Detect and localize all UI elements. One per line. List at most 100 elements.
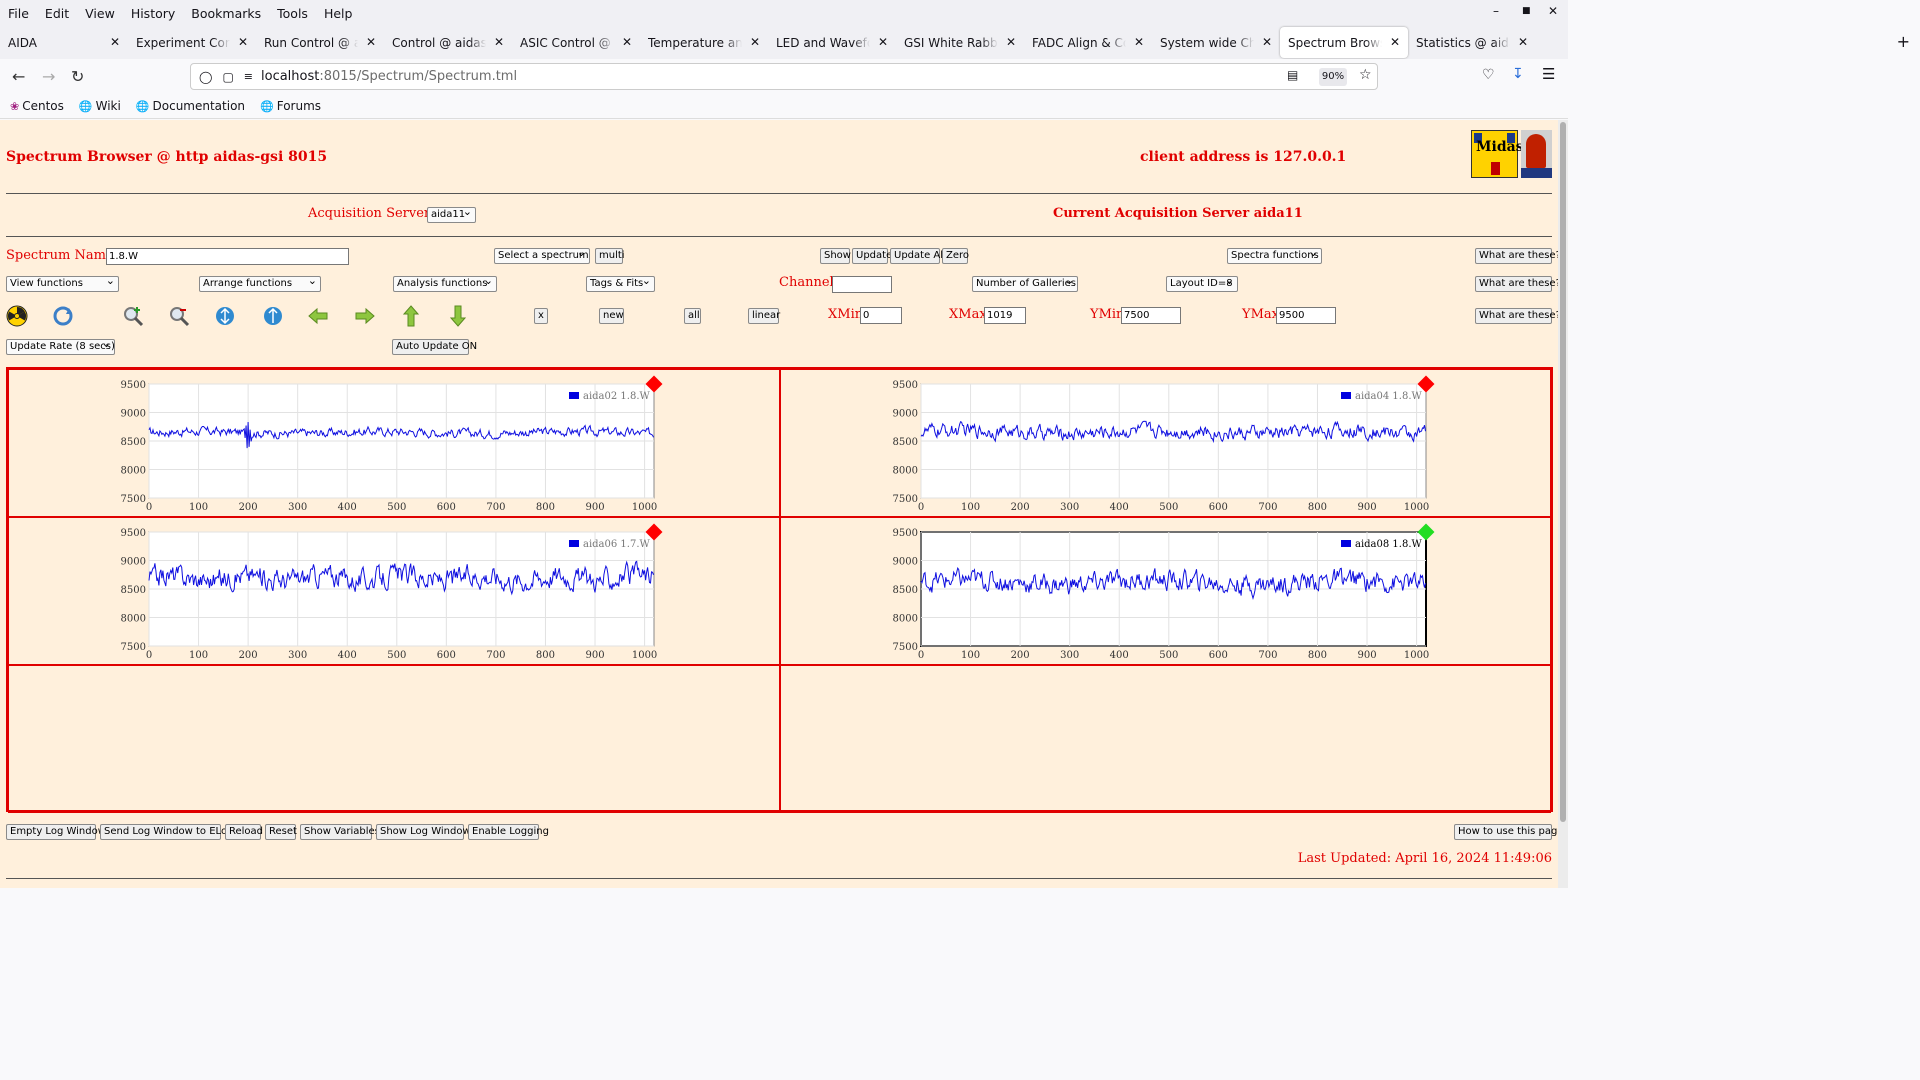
- shield-icon[interactable]: ◯: [199, 69, 213, 84]
- menu-help[interactable]: Help: [323, 5, 353, 21]
- linear-button[interactable]: linear: [748, 308, 780, 324]
- tab-close-icon[interactable]: ✕: [1005, 35, 1016, 49]
- tab-10[interactable]: Spectrum Browser ✕: [1280, 27, 1408, 58]
- auto-update-button[interactable]: Auto Update ON: [392, 339, 477, 355]
- acquisition-server-select[interactable]: aida11: [427, 207, 476, 223]
- pocket-icon[interactable]: ♡: [1482, 67, 1495, 83]
- tab-6[interactable]: LED and Waveform ✕: [768, 27, 896, 58]
- update-all-button[interactable]: Update All: [890, 248, 946, 264]
- spectrum-chart[interactable]: 0 100 200 300 400 500 600 700 800 900 1000 9500 9000…: [781, 370, 1551, 516]
- app-menu-icon[interactable]: ☰: [1542, 65, 1556, 83]
- expand-y-icon[interactable]: [262, 305, 284, 327]
- bookmark-star-icon[interactable]: ☆: [1359, 67, 1372, 83]
- back-icon[interactable]: ←: [12, 67, 26, 86]
- what-are-these-button[interactable]: What are these?: [1475, 308, 1561, 324]
- new-tab-icon[interactable]: +: [1896, 32, 1910, 51]
- tags-fits-dropdown[interactable]: Tags & Fits: [586, 276, 655, 292]
- arrow-left-icon[interactable]: [307, 305, 329, 327]
- tab-close-icon[interactable]: ✕: [365, 35, 376, 49]
- menu-file[interactable]: File: [8, 5, 29, 21]
- tab-close-icon[interactable]: ✕: [109, 35, 120, 49]
- select-spectrum-dropdown[interactable]: Select a spectrum: [494, 248, 590, 264]
- arrow-right-icon[interactable]: [354, 305, 376, 327]
- empty-log-window-button[interactable]: Empty Log Window: [6, 824, 106, 840]
- zoom-level[interactable]: 90%: [1319, 68, 1347, 86]
- tab-close-icon[interactable]: ✕: [1517, 35, 1528, 49]
- refresh-icon[interactable]: [52, 305, 74, 327]
- spectrum-chart[interactable]: 0 100 200 300 400 500 600 700 800 900 1000 9500 9000…: [9, 518, 779, 664]
- bookmark-wiki[interactable]: 🌐 Wiki: [69, 99, 126, 113]
- tab-close-icon[interactable]: ✕: [1133, 35, 1144, 49]
- menu-edit[interactable]: Edit: [44, 5, 70, 21]
- tab-close-icon[interactable]: ✕: [237, 35, 248, 49]
- zero-button[interactable]: Zero: [942, 248, 969, 264]
- maximize-icon[interactable]: ■: [1522, 6, 1531, 16]
- update-button[interactable]: Update: [852, 248, 892, 264]
- gallery-cell[interactable]: [780, 665, 1551, 813]
- xmin-input[interactable]: [860, 307, 902, 324]
- spectrum-chart[interactable]: 0 100 200 300 400 500 600 700 800 900 1000 9500 9000…: [9, 370, 779, 516]
- reset-button[interactable]: Reset: [265, 824, 297, 840]
- reader-view-icon[interactable]: ▤: [1287, 68, 1299, 82]
- tab-close-icon[interactable]: ✕: [877, 35, 888, 49]
- how-to-use-button[interactable]: How to use this page: [1454, 824, 1564, 840]
- gallery-cell[interactable]: [8, 665, 780, 813]
- arrow-up-icon[interactable]: [400, 305, 422, 327]
- ymin-input[interactable]: [1121, 307, 1181, 324]
- tab-5[interactable]: Temperature and st ✕: [640, 27, 768, 58]
- arrow-down-icon[interactable]: [447, 305, 469, 327]
- tab-7[interactable]: GSI White Rabbit T ✕: [896, 27, 1024, 58]
- compress-y-icon[interactable]: [214, 305, 236, 327]
- bookmark-centos[interactable]: ❀ Centos: [0, 99, 69, 113]
- view-functions-dropdown[interactable]: View functions: [6, 276, 119, 292]
- show-button[interactable]: Show: [820, 248, 851, 264]
- ymax-input[interactable]: [1276, 307, 1336, 324]
- x-button[interactable]: x: [534, 308, 548, 324]
- menu-bookmarks[interactable]: Bookmarks: [191, 5, 262, 21]
- tab-8[interactable]: FADC Align & Cont ✕: [1024, 27, 1152, 58]
- gallery-cell[interactable]: 0 100 200 300 400 500 600 700 800 900 1000 9500 9000…: [780, 369, 1551, 517]
- url-bar[interactable]: ◯ ▢ ≡ localhost:8015/Spectrum/Spectrum.t…: [190, 63, 1378, 90]
- downloads-icon[interactable]: ↧: [1512, 66, 1524, 82]
- enable-logging-button[interactable]: Enable Logging: [468, 824, 549, 840]
- channel-input[interactable]: [832, 276, 892, 293]
- number-of-galleries-dropdown[interactable]: Number of Galleries: [972, 276, 1078, 292]
- menu-tools[interactable]: Tools: [277, 5, 308, 21]
- tab-close-icon[interactable]: ✕: [493, 35, 504, 49]
- tab-3[interactable]: Control @ aidas-gsi ✕: [384, 27, 512, 58]
- tab-close-icon[interactable]: ✕: [749, 35, 760, 49]
- tab-9[interactable]: System wide Check ✕: [1152, 27, 1280, 58]
- reload-button[interactable]: Reload: [225, 824, 263, 840]
- all-button[interactable]: all: [684, 308, 701, 324]
- xmax-input[interactable]: [984, 307, 1026, 324]
- tab-1[interactable]: Experiment Control ✕: [128, 27, 256, 58]
- gallery-cell[interactable]: 0 100 200 300 400 500 600 700 800 900 1000 9500 9000…: [8, 369, 780, 517]
- zoom-in-icon[interactable]: [122, 305, 144, 327]
- minimize-icon[interactable]: –: [1493, 4, 1499, 18]
- spectra-functions-dropdown[interactable]: Spectra functions: [1227, 248, 1322, 264]
- bookmark-documentation[interactable]: 🌐 Documentation: [126, 99, 250, 113]
- tab-close-icon[interactable]: ✕: [1261, 35, 1272, 49]
- gallery-cell[interactable]: 0 100 200 300 400 500 600 700 800 900 1000 9500 9000…: [8, 517, 780, 665]
- tab-close-icon[interactable]: ✕: [621, 35, 632, 49]
- reload-icon[interactable]: ↻: [71, 67, 85, 86]
- menu-view[interactable]: View: [85, 5, 115, 21]
- tab-11[interactable]: Statistics @ aidas- ✕: [1408, 27, 1536, 58]
- tab-0[interactable]: AIDA ✕: [0, 27, 128, 58]
- tab-2[interactable]: Run Control @ aidas ✕: [256, 27, 384, 58]
- layout-id-dropdown[interactable]: Layout ID=8: [1166, 276, 1238, 292]
- multi-button[interactable]: multi: [595, 248, 625, 264]
- permissions-icon[interactable]: ≡: [243, 70, 253, 83]
- what-are-these-button[interactable]: What are these?: [1475, 248, 1561, 264]
- forward-icon[interactable]: →: [42, 67, 56, 86]
- show-variables-button[interactable]: Show Variables: [300, 824, 380, 840]
- gallery-cell[interactable]: 0 100 200 300 400 500 600 700 800 900 1000 9500 9000…: [780, 517, 1551, 665]
- arrange-functions-dropdown[interactable]: Arrange functions: [199, 276, 321, 292]
- close-window-icon[interactable]: ✕: [1548, 4, 1559, 18]
- new-button[interactable]: new: [599, 308, 624, 324]
- update-rate-dropdown[interactable]: Update Rate (8 secs): [6, 339, 115, 355]
- spectrum-chart[interactable]: 0 100 200 300 400 500 600 700 800 900 1000 9500 9000…: [781, 518, 1551, 664]
- bookmark-forums[interactable]: 🌐 Forums: [250, 99, 326, 113]
- radiation-icon[interactable]: [6, 305, 28, 327]
- what-are-these-button[interactable]: What are these?: [1475, 276, 1561, 292]
